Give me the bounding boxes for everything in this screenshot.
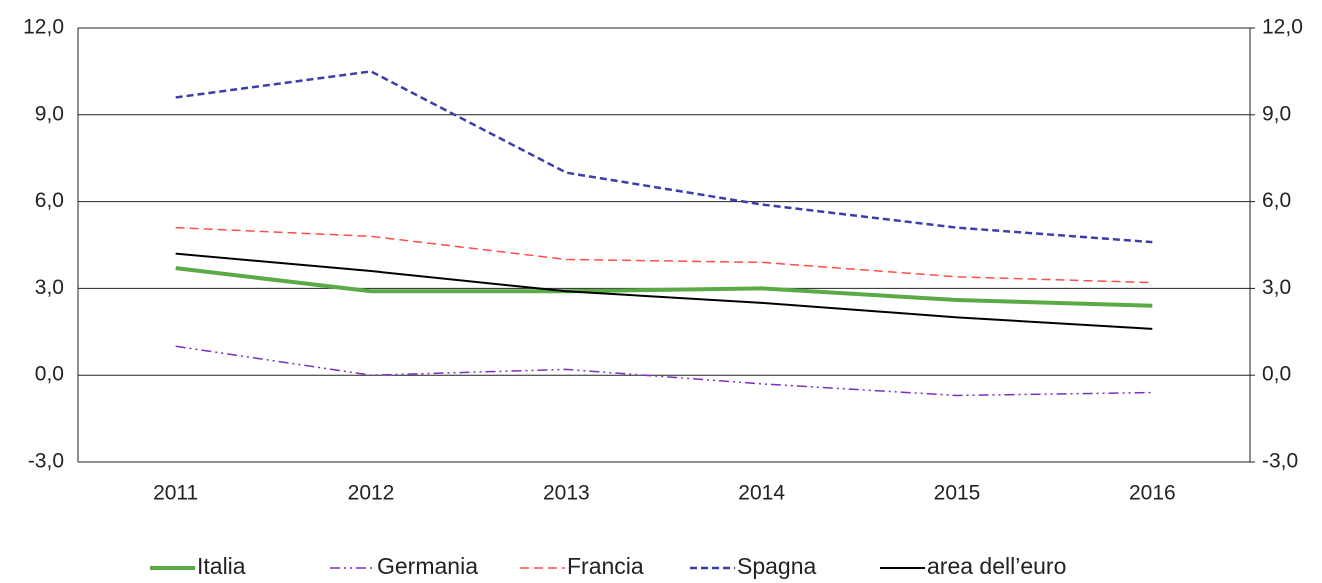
series-line bbox=[175, 252, 1153, 330]
legend-label: Germania bbox=[377, 553, 478, 579]
y2-tick-label: 12,0 bbox=[1262, 16, 1303, 39]
x-tick-label: 2014 bbox=[738, 482, 785, 505]
legend-label: Italia bbox=[197, 553, 246, 579]
y2-tick-label: -3,0 bbox=[1262, 450, 1298, 473]
y-tick-label: 9,0 bbox=[35, 102, 64, 125]
series-line bbox=[175, 266, 1153, 308]
series-line bbox=[175, 345, 1153, 397]
x-tick-label: 2016 bbox=[1129, 482, 1176, 505]
series-line bbox=[175, 70, 1153, 244]
legend-label: area dell’euro bbox=[927, 553, 1066, 579]
y2-tick-label: 6,0 bbox=[1262, 189, 1291, 212]
y-tick-label: 3,0 bbox=[35, 276, 64, 299]
y-tick-label: 6,0 bbox=[35, 189, 64, 212]
y2-tick-label: 9,0 bbox=[1262, 102, 1291, 125]
legend-label: Francia bbox=[567, 553, 644, 579]
y-tick-label: -3,0 bbox=[28, 450, 64, 473]
series-line bbox=[175, 226, 1153, 284]
x-tick-label: 2015 bbox=[934, 482, 981, 505]
legend-label: Spagna bbox=[737, 553, 817, 579]
y2-tick-label: 0,0 bbox=[1262, 363, 1291, 386]
y-tick-label: 0,0 bbox=[35, 363, 64, 386]
y2-tick-label: 3,0 bbox=[1262, 276, 1291, 299]
x-tick-label: 2012 bbox=[348, 482, 395, 505]
x-tick-label: 2013 bbox=[543, 482, 590, 505]
y-tick-label: 12,0 bbox=[23, 16, 64, 39]
x-tick-label: 2011 bbox=[153, 482, 198, 505]
